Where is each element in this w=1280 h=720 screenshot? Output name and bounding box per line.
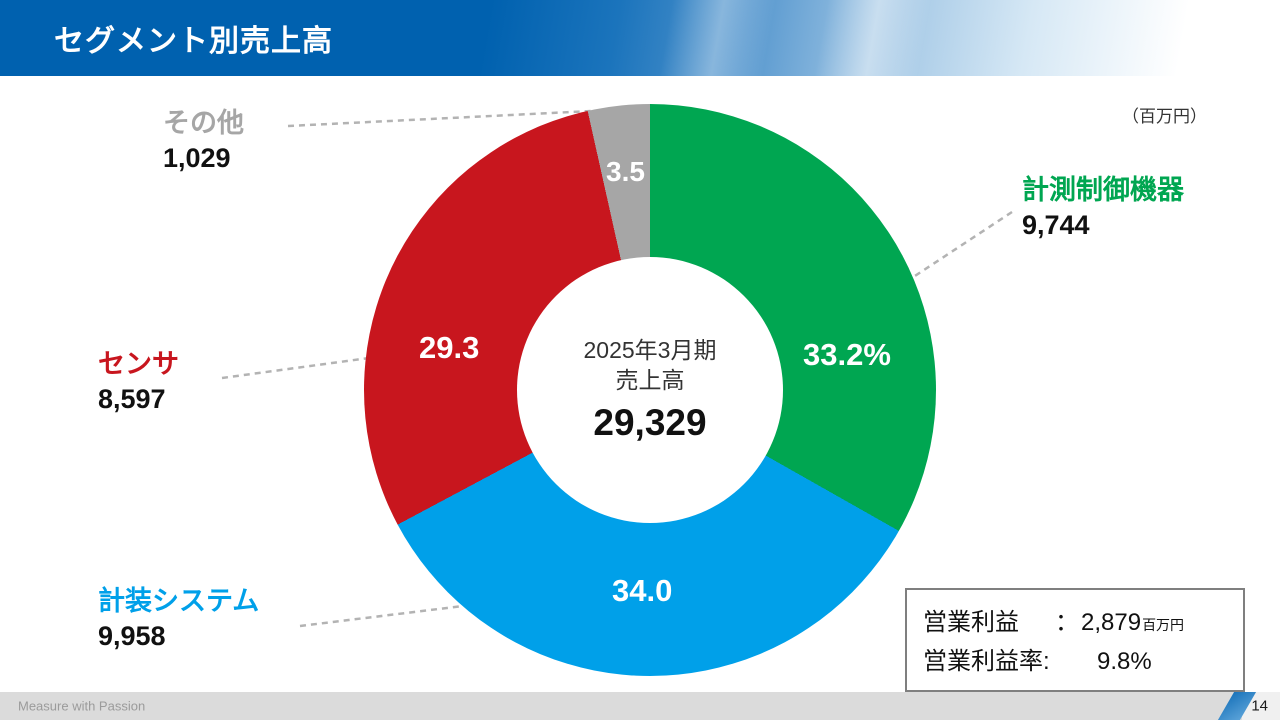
callout-other: その他 1,029	[163, 106, 244, 176]
center-total: 29,329	[593, 401, 707, 443]
callout-sensor: センサ 8,597	[98, 347, 179, 417]
pct-label-other: 3.5	[606, 156, 645, 187]
page-title: セグメント別売上高	[54, 25, 333, 58]
operating-income-value: 2,879	[1081, 609, 1142, 636]
segment-label-other: その他	[163, 108, 244, 138]
header-bar: セグメント別売上高	[0, 0, 1280, 76]
callout-measurement: 計測制御機器 9,744	[1022, 173, 1184, 243]
segment-label-sensor: センサ	[98, 349, 179, 379]
donut-center: 2025年3月期 売上高 29,329	[517, 257, 783, 523]
pct-label-instrumentation: 34.0	[612, 573, 673, 608]
unit-note: （百万円）	[1122, 107, 1207, 126]
center-period: 2025年3月期	[583, 337, 717, 364]
segment-label-instrumentation: 計装システム	[98, 586, 260, 616]
segment-label-measurement: 計測制御機器	[1022, 175, 1184, 205]
operating-income-row: 営業利益 ： 2,879 百万円	[923, 602, 1227, 637]
center-label: 売上高	[615, 367, 685, 393]
segment-value-measurement: 9,744	[1022, 210, 1090, 241]
footer-bar: Measure with Passion 14	[0, 692, 1280, 720]
operating-income-label: 営業利益	[923, 609, 1019, 636]
operating-income-box: 営業利益 ： 2,879 百万円 営業利益率: 9.8%	[905, 588, 1245, 692]
operating-margin-row: 営業利益率: 9.8%	[923, 641, 1227, 676]
operating-margin-label: 営業利益率:	[923, 648, 1050, 675]
pct-label-measurement: 33.2%	[803, 337, 891, 372]
page-number: 14	[1251, 697, 1268, 715]
operating-margin-value: 9.8%	[1097, 648, 1152, 675]
footer-tagline: Measure with Passion	[18, 698, 146, 714]
operating-income-unit: 百万円	[1142, 617, 1185, 633]
callout-instrumentation: 計装システム 9,958	[98, 584, 259, 654]
donut-chart-wrap: 2025年3月期 売上高 29,329	[364, 104, 936, 676]
pct-label-sensor: 29.3	[419, 330, 480, 365]
segment-value-sensor: 8,597	[98, 384, 166, 415]
operating-income-separator: ：	[1055, 609, 1079, 636]
segment-value-instrumentation: 9,958	[98, 621, 166, 652]
segment-value-other: 1,029	[163, 143, 231, 174]
